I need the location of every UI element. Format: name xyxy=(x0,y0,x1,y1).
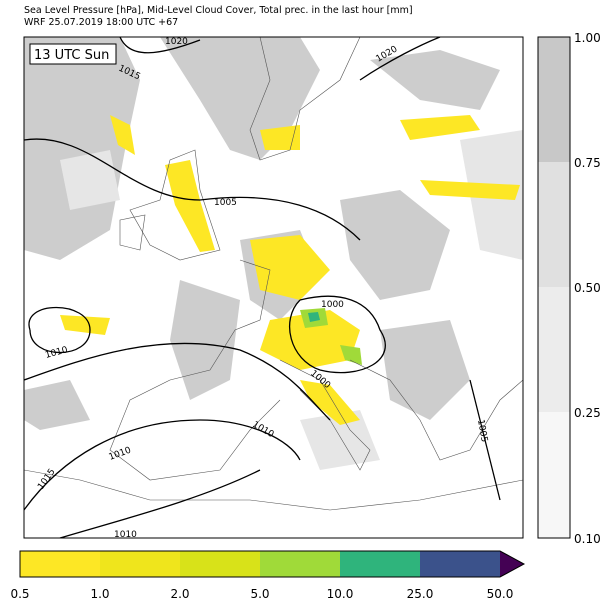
precip-tick: 25.0 xyxy=(407,587,434,601)
isobar-label: 1000 xyxy=(321,300,344,310)
isobar-label: 1010 xyxy=(114,530,137,540)
precip-tick: 1.0 xyxy=(90,587,109,601)
isobar-label: 1020 xyxy=(165,37,188,47)
map: 1020 1015 1020 1005 1000 1010 1000 1010 … xyxy=(24,37,523,540)
time-box xyxy=(29,43,117,65)
subtitle: WRF 25.07.2019 18:00 UTC +67 xyxy=(24,17,178,28)
precip-tick: 5.0 xyxy=(250,587,269,601)
cloud-colorbar: 1.00 0.75 0.50 0.25 0.10 xyxy=(537,31,601,546)
isobar-label: 1005 xyxy=(475,419,489,443)
precip-tick: 50.0 xyxy=(487,587,514,601)
cloud-tick: 1.00 xyxy=(574,31,601,45)
cloud-tick: 0.75 xyxy=(574,156,601,170)
cloud-tick: 0.10 xyxy=(574,532,601,546)
isobar-label: 1005 xyxy=(214,198,237,208)
precip-colorbar: 0.5 1.0 2.0 5.0 10.0 25.0 50.0 xyxy=(10,550,526,601)
map-frame xyxy=(23,36,524,539)
precip-tick: 2.0 xyxy=(170,587,189,601)
cloud-tick: 0.50 xyxy=(574,281,601,295)
title: Sea Level Pressure [hPa], Mid-Level Clou… xyxy=(24,5,413,16)
cloud-tick: 0.25 xyxy=(574,406,601,420)
time-label: 13 UTC Sun xyxy=(34,48,109,63)
precip-tick: 10.0 xyxy=(327,587,354,601)
precip-tick: 0.5 xyxy=(10,587,29,601)
